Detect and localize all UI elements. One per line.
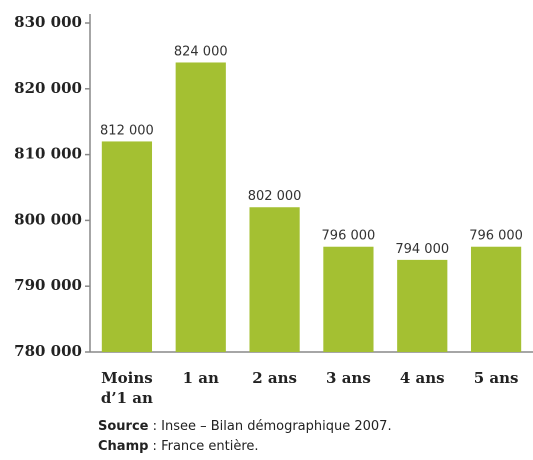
x-tick-label: Moins d’1 an	[100, 369, 153, 407]
value-label: 796 000	[322, 229, 376, 244]
note-label: Source	[98, 419, 149, 434]
bar	[470, 246, 522, 352]
value-label: 796 000	[469, 229, 523, 244]
y-tick-label: 780 000	[14, 342, 82, 360]
value-label: 824 000	[174, 44, 228, 59]
note-line: Champ : France entière.	[98, 437, 392, 457]
x-tick-label: 3 ans	[326, 369, 371, 387]
x-tick-label: 1 an	[182, 369, 219, 387]
note-label: Champ	[98, 439, 149, 454]
x-tick-label: 2 ans	[252, 369, 297, 387]
y-tick-label: 810 000	[14, 145, 82, 163]
x-tick-label: 4 ans	[399, 369, 445, 387]
chart: 780 000 790 000 800 000 810 000 820 000 830 0…	[14, 13, 533, 360]
value-label: 812 000	[100, 123, 154, 138]
bar	[397, 259, 448, 352]
y-tick-label: 820 000	[14, 79, 82, 97]
y-tick-label: 790 000	[14, 276, 82, 294]
bar	[249, 207, 300, 352]
x-tick-label: 5 ans	[473, 369, 519, 387]
bar	[175, 62, 226, 352]
value-label: 802 000	[248, 189, 302, 204]
value-label: 794 000	[395, 242, 449, 257]
note-text: : Insee – Bilan démographique 2007.	[148, 419, 392, 434]
notes: Source : Insee – Bilan démographique 200…	[98, 417, 392, 457]
bar	[323, 246, 374, 352]
y-tick-label: 830 000	[14, 13, 82, 31]
note-text: : France entière.	[148, 439, 259, 454]
y-tick-label: 800 000	[14, 210, 82, 228]
bar	[101, 141, 153, 352]
note-line: Source : Insee – Bilan démographique 200…	[98, 417, 392, 437]
